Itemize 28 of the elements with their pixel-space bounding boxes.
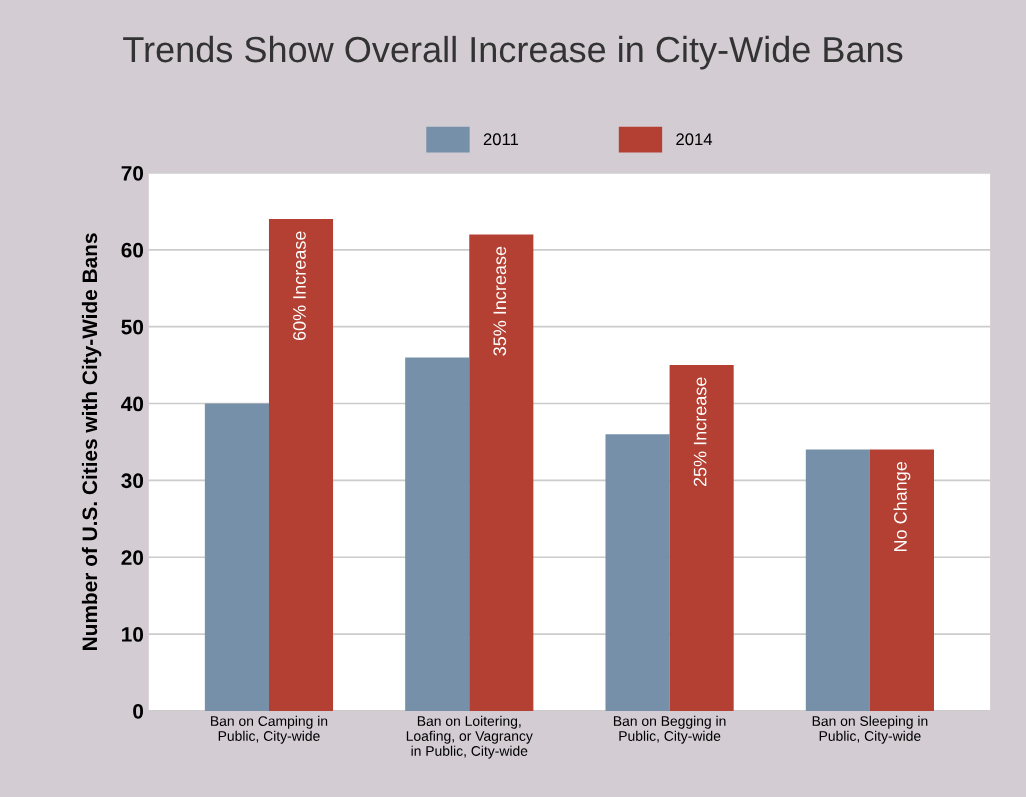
x-tick-label: Ban on Camping in Public, City-wide <box>211 715 328 744</box>
y-tick-label: 10 <box>122 627 144 642</box>
bar <box>869 449 934 711</box>
annotation: 60% Increase <box>293 231 306 341</box>
bar <box>405 357 470 711</box>
chart-title: Trends Show Overall Increase in City-Wide Bans <box>123 35 903 70</box>
annotation: No Change <box>893 461 911 552</box>
bar <box>805 449 870 711</box>
y-tick-label: 0 <box>133 703 144 719</box>
x-tick-label: Ban on Sleeping in Public, City-wide <box>812 715 928 744</box>
bar <box>669 365 734 711</box>
y-axis-title: Number of U.S. Cities with City-Wide Bans <box>81 233 102 650</box>
y-tick-label: 70 <box>121 165 144 181</box>
y-tick-label: 60 <box>121 242 144 258</box>
bar <box>204 403 269 711</box>
annotation: 25% Increase <box>693 377 707 487</box>
bar <box>605 434 670 711</box>
legend-label: 2014 <box>676 133 713 146</box>
y-tick-label: 30 <box>121 473 144 489</box>
bar <box>469 234 534 711</box>
bar <box>268 219 334 711</box>
y-tick-label: 40 <box>121 396 144 412</box>
legend-label: 2011 <box>483 133 519 146</box>
x-tick-label: Ban on Begging in Public, City-wide <box>613 715 726 744</box>
annotation: 35% Increase <box>493 246 507 356</box>
y-tick-label: 50 <box>121 319 144 335</box>
y-tick-label: 20 <box>121 550 144 565</box>
x-tick-label: Ban on Loitering, Loafing, or Vagrancy in Public, City-wide <box>406 715 533 759</box>
